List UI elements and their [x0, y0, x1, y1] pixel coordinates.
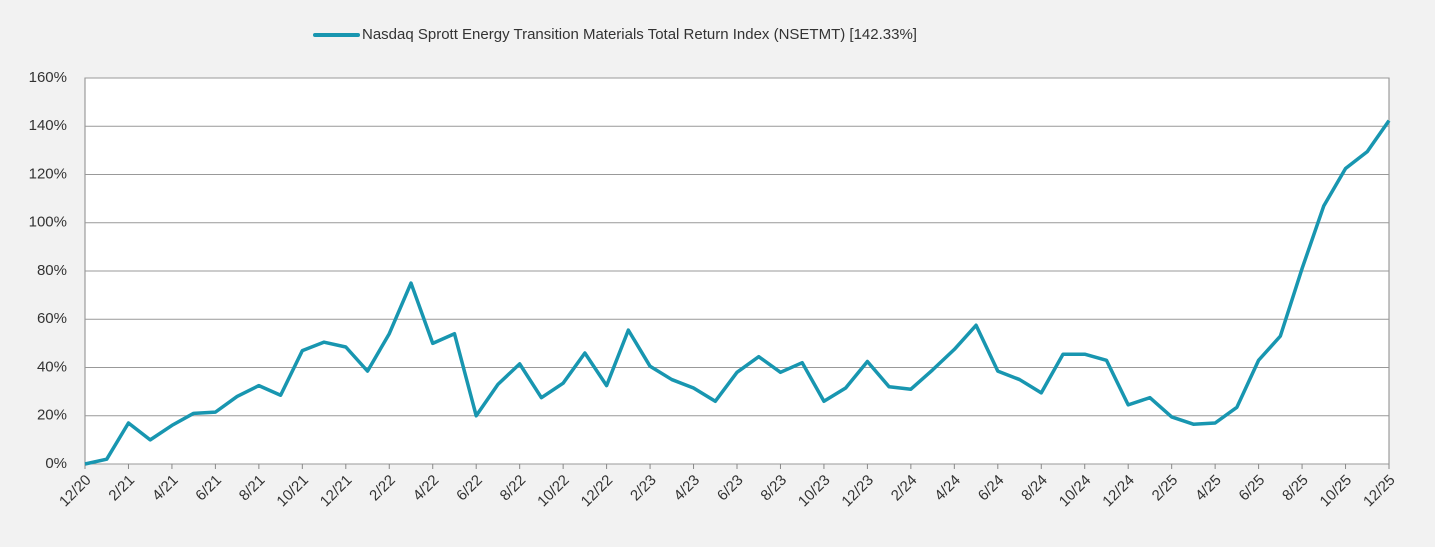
- y-tick-label: 100%: [29, 214, 67, 231]
- y-tick-label: 40%: [37, 358, 67, 375]
- y-tick-label: 140%: [29, 117, 67, 134]
- y-tick-label: 160%: [29, 69, 67, 86]
- y-tick-label: 60%: [37, 310, 67, 327]
- y-tick-label: 120%: [29, 165, 67, 182]
- y-tick-label: 80%: [37, 262, 67, 279]
- data-line: [84, 119, 1391, 466]
- y-tick-label: 20%: [37, 407, 67, 424]
- y-tick-label: 0%: [45, 455, 67, 472]
- legend-label: Nasdaq Sprott Energy Transition Material…: [362, 26, 917, 43]
